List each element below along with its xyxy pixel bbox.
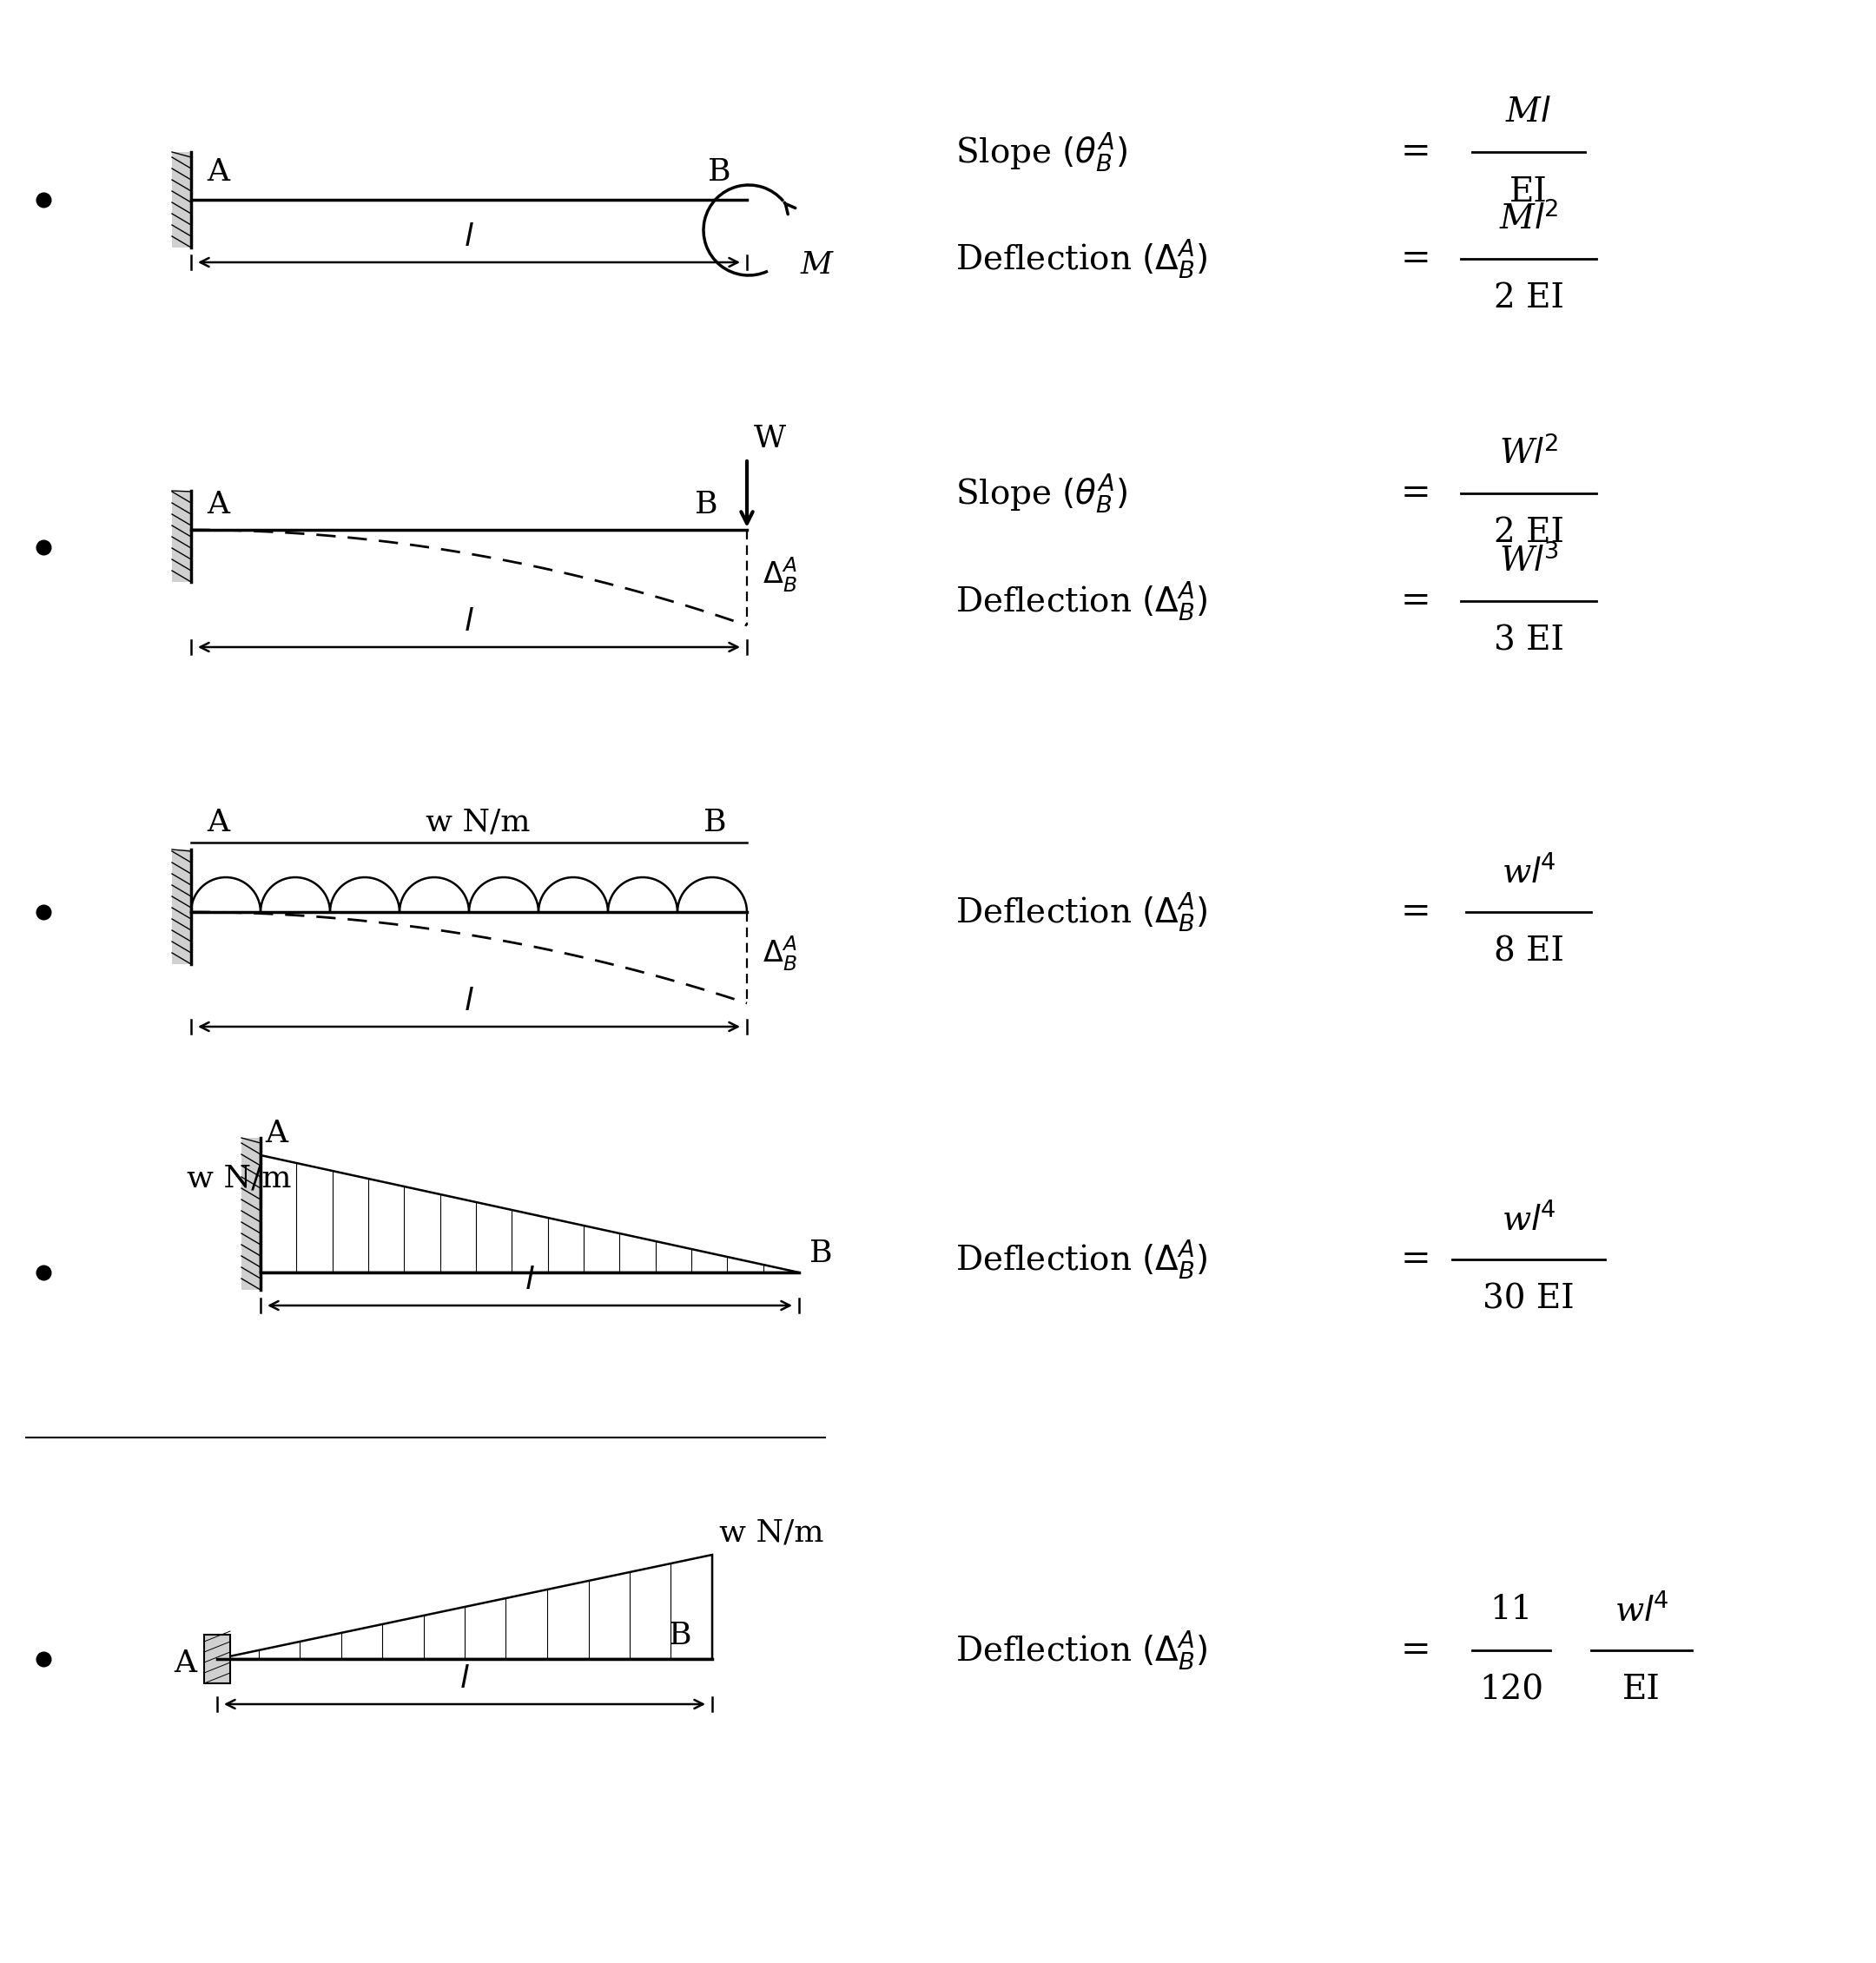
Bar: [173, 491, 191, 581]
Text: 8 EI: 8 EI: [1493, 936, 1565, 968]
Text: $l$: $l$: [460, 1665, 469, 1694]
Text: A: A: [265, 1119, 287, 1148]
Polygon shape: [261, 1154, 799, 1272]
Text: =: =: [1401, 1631, 1431, 1669]
Text: 30 EI: 30 EI: [1482, 1284, 1574, 1315]
Text: Slope $(\theta_B^A)$: Slope $(\theta_B^A)$: [955, 130, 1127, 173]
Text: B: B: [694, 491, 719, 520]
Text: w N/m: w N/m: [188, 1164, 291, 1194]
Text: B: B: [668, 1621, 692, 1651]
Text: $l$: $l$: [525, 1266, 535, 1296]
Bar: [204, 1635, 231, 1684]
Text: M$l$: M$l$: [1506, 96, 1551, 128]
Text: M: M: [801, 249, 833, 279]
Text: Deflection $(\Delta_B^A)$: Deflection $(\Delta_B^A)$: [955, 1629, 1208, 1672]
Text: w$l$$^4$: w$l$$^4$: [1501, 1203, 1555, 1237]
Text: =: =: [1401, 133, 1431, 171]
Bar: [173, 850, 191, 964]
Text: 11: 11: [1490, 1594, 1533, 1627]
Text: Deflection $(\Delta_B^A)$: Deflection $(\Delta_B^A)$: [955, 891, 1208, 934]
Text: =: =: [1401, 475, 1431, 512]
Bar: [173, 151, 191, 247]
Text: =: =: [1401, 583, 1431, 618]
Text: w N/m: w N/m: [426, 809, 531, 838]
Text: $\Delta_B^A$: $\Delta_B^A$: [762, 934, 797, 974]
Text: EI: EI: [1510, 177, 1548, 208]
Text: A: A: [206, 809, 229, 838]
Text: A: A: [206, 157, 229, 186]
Text: =: =: [1401, 1241, 1431, 1278]
Text: $l$: $l$: [463, 987, 475, 1017]
Text: B: B: [707, 157, 732, 186]
Text: w$l$$^4$: w$l$$^4$: [1615, 1594, 1668, 1627]
Text: A: A: [206, 491, 229, 520]
Text: A: A: [174, 1649, 197, 1678]
Text: B: B: [704, 809, 726, 838]
Text: M$l$$^2$: M$l$$^2$: [1499, 202, 1559, 236]
Text: W$l$$^2$: W$l$$^2$: [1499, 436, 1557, 471]
Text: Slope $(\theta_B^A)$: Slope $(\theta_B^A)$: [955, 471, 1127, 514]
Text: w$l$$^4$: w$l$$^4$: [1501, 856, 1555, 889]
Polygon shape: [218, 1555, 713, 1659]
Bar: [242, 1139, 261, 1290]
Text: Deflection $(\Delta_B^A)$: Deflection $(\Delta_B^A)$: [955, 238, 1208, 281]
Text: $l$: $l$: [463, 607, 475, 636]
Text: $\Delta_B^A$: $\Delta_B^A$: [762, 556, 797, 595]
Text: 120: 120: [1478, 1674, 1544, 1706]
Text: Deflection $(\Delta_B^A)$: Deflection $(\Delta_B^A)$: [955, 579, 1208, 622]
Text: Deflection $(\Delta_B^A)$: Deflection $(\Delta_B^A)$: [955, 1239, 1208, 1282]
Text: w N/m: w N/m: [719, 1517, 824, 1547]
Text: EI: EI: [1623, 1674, 1660, 1706]
Text: W$l$$^3$: W$l$$^3$: [1499, 544, 1559, 579]
Text: =: =: [1401, 241, 1431, 277]
Text: B: B: [809, 1239, 833, 1268]
Text: W: W: [754, 424, 786, 453]
Text: $l$: $l$: [463, 222, 475, 251]
Text: =: =: [1401, 893, 1431, 930]
Text: 2 EI: 2 EI: [1493, 283, 1565, 314]
Text: 3 EI: 3 EI: [1493, 624, 1565, 658]
Text: 2 EI: 2 EI: [1493, 516, 1565, 550]
